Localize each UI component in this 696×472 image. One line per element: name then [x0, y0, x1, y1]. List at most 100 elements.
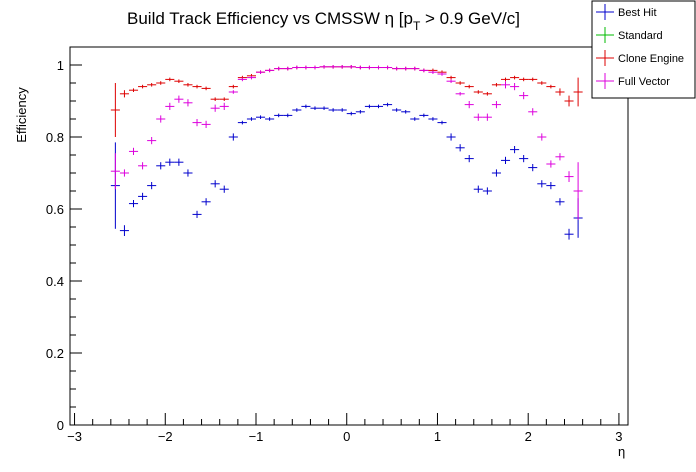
- data-point: [319, 106, 329, 110]
- data-point: [446, 79, 456, 83]
- data-point: [455, 81, 465, 85]
- data-point: [464, 101, 474, 109]
- data-point: [401, 66, 411, 71]
- data-point: [528, 77, 538, 82]
- y-tick-label: 1: [57, 58, 64, 73]
- data-point: [519, 155, 529, 163]
- data-point: [119, 225, 129, 236]
- data-point: [174, 79, 184, 83]
- data-point: [292, 108, 302, 112]
- data-point: [301, 104, 311, 109]
- data-point: [419, 68, 429, 73]
- data-point: [237, 120, 247, 125]
- data-point: [256, 115, 266, 119]
- data-point: [410, 66, 420, 71]
- data-point: [537, 133, 547, 141]
- data-point: [292, 65, 302, 70]
- data-point: [464, 155, 474, 163]
- data-point: [219, 97, 229, 101]
- data-point: [355, 110, 365, 114]
- data-point: [364, 104, 374, 109]
- data-point: [355, 65, 365, 70]
- data-point: [337, 108, 347, 112]
- data-point: [573, 162, 583, 220]
- chart-title-tail: > 0.9 GeV/c]: [420, 9, 520, 28]
- data-point: [392, 108, 402, 112]
- data-point: [274, 113, 284, 118]
- data-point: [138, 162, 148, 170]
- data-point: [128, 200, 139, 208]
- data-point: [192, 210, 202, 218]
- data-point: [192, 84, 202, 89]
- axes: −3 −2 −1 0 1 2 3 0 0.2 0.4 0.6 0.8 1: [46, 46, 623, 444]
- data-point: [147, 137, 157, 145]
- data-point: [528, 108, 538, 116]
- data-point: [319, 65, 329, 69]
- data-point: [464, 84, 474, 89]
- data-point: [301, 65, 311, 70]
- series-clone-engine: [110, 65, 583, 137]
- data-point: [537, 180, 547, 188]
- data-point: [183, 99, 193, 107]
- legend-entry: Full Vector: [596, 73, 670, 89]
- data-point: [500, 156, 511, 164]
- data-point: [373, 65, 384, 70]
- data-point: [110, 153, 120, 190]
- x-tick-label: −3: [67, 429, 82, 444]
- data-point: [564, 171, 574, 182]
- chart-title: Build Track Efficiency vs CMSSW η [pT > …: [127, 9, 520, 33]
- data-point: [519, 92, 529, 100]
- data-point: [528, 164, 538, 172]
- data-point: [183, 83, 193, 87]
- data-point: [110, 83, 120, 137]
- data-point: [274, 66, 284, 71]
- data-point: [455, 92, 465, 96]
- chart-title-subscript: T: [413, 19, 421, 33]
- legend-box: [591, 0, 696, 99]
- x-tick-label: 1: [434, 429, 441, 444]
- data-point: [519, 77, 529, 82]
- data-point: [138, 84, 148, 89]
- legend-label: Standard: [618, 30, 663, 42]
- data-point: [192, 119, 202, 127]
- data-point: [328, 108, 338, 112]
- data-point: [491, 169, 501, 177]
- data-point: [482, 92, 492, 96]
- data-point: [510, 146, 520, 154]
- data-point: [510, 75, 520, 80]
- data-point: [428, 70, 438, 74]
- data-point: [546, 84, 556, 89]
- data-point: [310, 65, 320, 70]
- data-point: [210, 97, 220, 101]
- data-point: [219, 102, 229, 110]
- y-tick-label: 0.8: [46, 130, 64, 145]
- data-point: [546, 182, 556, 190]
- data-point: [310, 106, 320, 110]
- data-point: [156, 81, 166, 85]
- plot-frame: [69, 46, 629, 426]
- data-point: [437, 72, 447, 76]
- data-point: [337, 65, 347, 69]
- data-point: [473, 185, 483, 193]
- series-full-vector: [110, 65, 583, 220]
- legend-entry: Clone Engine: [596, 50, 684, 66]
- data-point: [564, 95, 574, 107]
- data-point: [383, 102, 393, 107]
- data-point: [210, 180, 220, 188]
- data-point: [265, 68, 275, 73]
- y-tick-label: 0: [57, 418, 64, 433]
- data-point: [364, 65, 374, 70]
- x-tick-label: −1: [249, 429, 264, 444]
- data-point: [210, 104, 220, 112]
- data-point: [446, 133, 456, 141]
- y-tick-label: 0.2: [46, 346, 64, 361]
- data-point: [228, 84, 238, 89]
- data-point: [119, 90, 129, 98]
- data-point: [128, 147, 139, 155]
- data-point: [147, 83, 157, 87]
- y-axis-label: Efficiency: [14, 87, 29, 143]
- data-point: [174, 158, 184, 166]
- data-point: [228, 90, 238, 94]
- data-point: [328, 65, 338, 69]
- data-point: [482, 187, 492, 195]
